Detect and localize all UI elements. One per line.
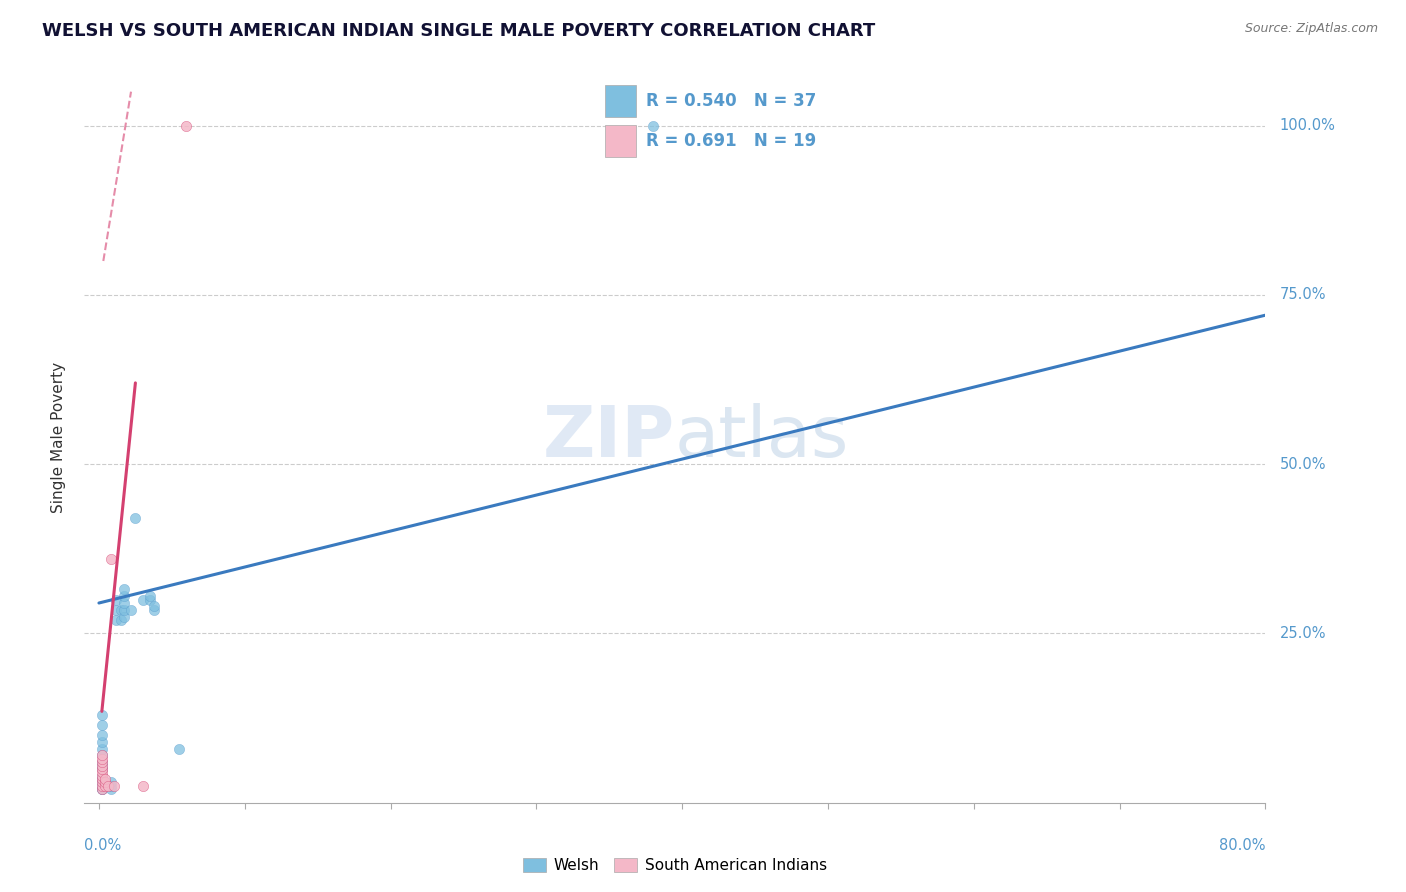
Point	[100, 775, 122, 789]
Point	[90, 779, 112, 793]
Point	[112, 609, 135, 624]
Point	[94, 775, 117, 789]
Point	[90, 707, 112, 722]
Point	[100, 779, 122, 793]
Point	[90, 735, 112, 749]
Y-axis label: Single Male Poverty: Single Male Poverty	[51, 361, 66, 513]
Legend: Welsh, South American Indians: Welsh, South American Indians	[516, 852, 834, 880]
Point	[90, 752, 112, 766]
Point	[176, 119, 198, 133]
Point	[100, 552, 122, 566]
Point	[90, 772, 112, 786]
Point	[90, 775, 112, 789]
Point	[641, 119, 664, 133]
Point	[139, 592, 162, 607]
Point	[90, 762, 112, 776]
Point	[112, 596, 135, 610]
Point	[94, 772, 117, 786]
Point	[97, 779, 120, 793]
Point	[90, 758, 112, 772]
Text: 50.0%: 50.0%	[1279, 457, 1326, 472]
Point	[90, 718, 112, 732]
Point	[120, 603, 142, 617]
Point	[90, 755, 112, 769]
Point	[110, 603, 132, 617]
Point	[90, 782, 112, 797]
Point	[90, 748, 112, 763]
Point	[143, 603, 166, 617]
Text: 75.0%: 75.0%	[1279, 287, 1326, 302]
Point	[90, 782, 112, 797]
Text: WELSH VS SOUTH AMERICAN INDIAN SINGLE MALE POVERTY CORRELATION CHART: WELSH VS SOUTH AMERICAN INDIAN SINGLE MA…	[42, 22, 876, 40]
Point	[90, 762, 112, 776]
Point	[110, 613, 132, 627]
Point	[131, 592, 153, 607]
Point	[90, 779, 112, 793]
Point	[139, 589, 162, 603]
Point	[105, 613, 128, 627]
Text: ZIP: ZIP	[543, 402, 675, 472]
Point	[90, 782, 112, 797]
Point	[112, 603, 135, 617]
Point	[100, 782, 122, 797]
Point	[90, 772, 112, 786]
Text: 100.0%: 100.0%	[1279, 118, 1336, 133]
Point	[112, 589, 135, 603]
Point	[90, 769, 112, 783]
Point	[131, 779, 153, 793]
Point	[90, 741, 112, 756]
Point	[143, 599, 166, 614]
Point	[90, 728, 112, 742]
Point	[90, 769, 112, 783]
Point	[167, 741, 190, 756]
Point	[90, 775, 112, 789]
Point	[90, 758, 112, 772]
Text: Source: ZipAtlas.com: Source: ZipAtlas.com	[1244, 22, 1378, 36]
Text: atlas: atlas	[675, 402, 849, 472]
Point	[90, 748, 112, 763]
Text: 80.0%: 80.0%	[1219, 838, 1265, 854]
Text: 0.0%: 0.0%	[84, 838, 121, 854]
Point	[90, 765, 112, 780]
Point	[105, 603, 128, 617]
Point	[94, 779, 117, 793]
Point	[105, 592, 128, 607]
Text: 25.0%: 25.0%	[1279, 626, 1326, 641]
Point	[103, 779, 125, 793]
Point	[90, 755, 112, 769]
Point	[124, 511, 146, 525]
Point	[112, 582, 135, 597]
